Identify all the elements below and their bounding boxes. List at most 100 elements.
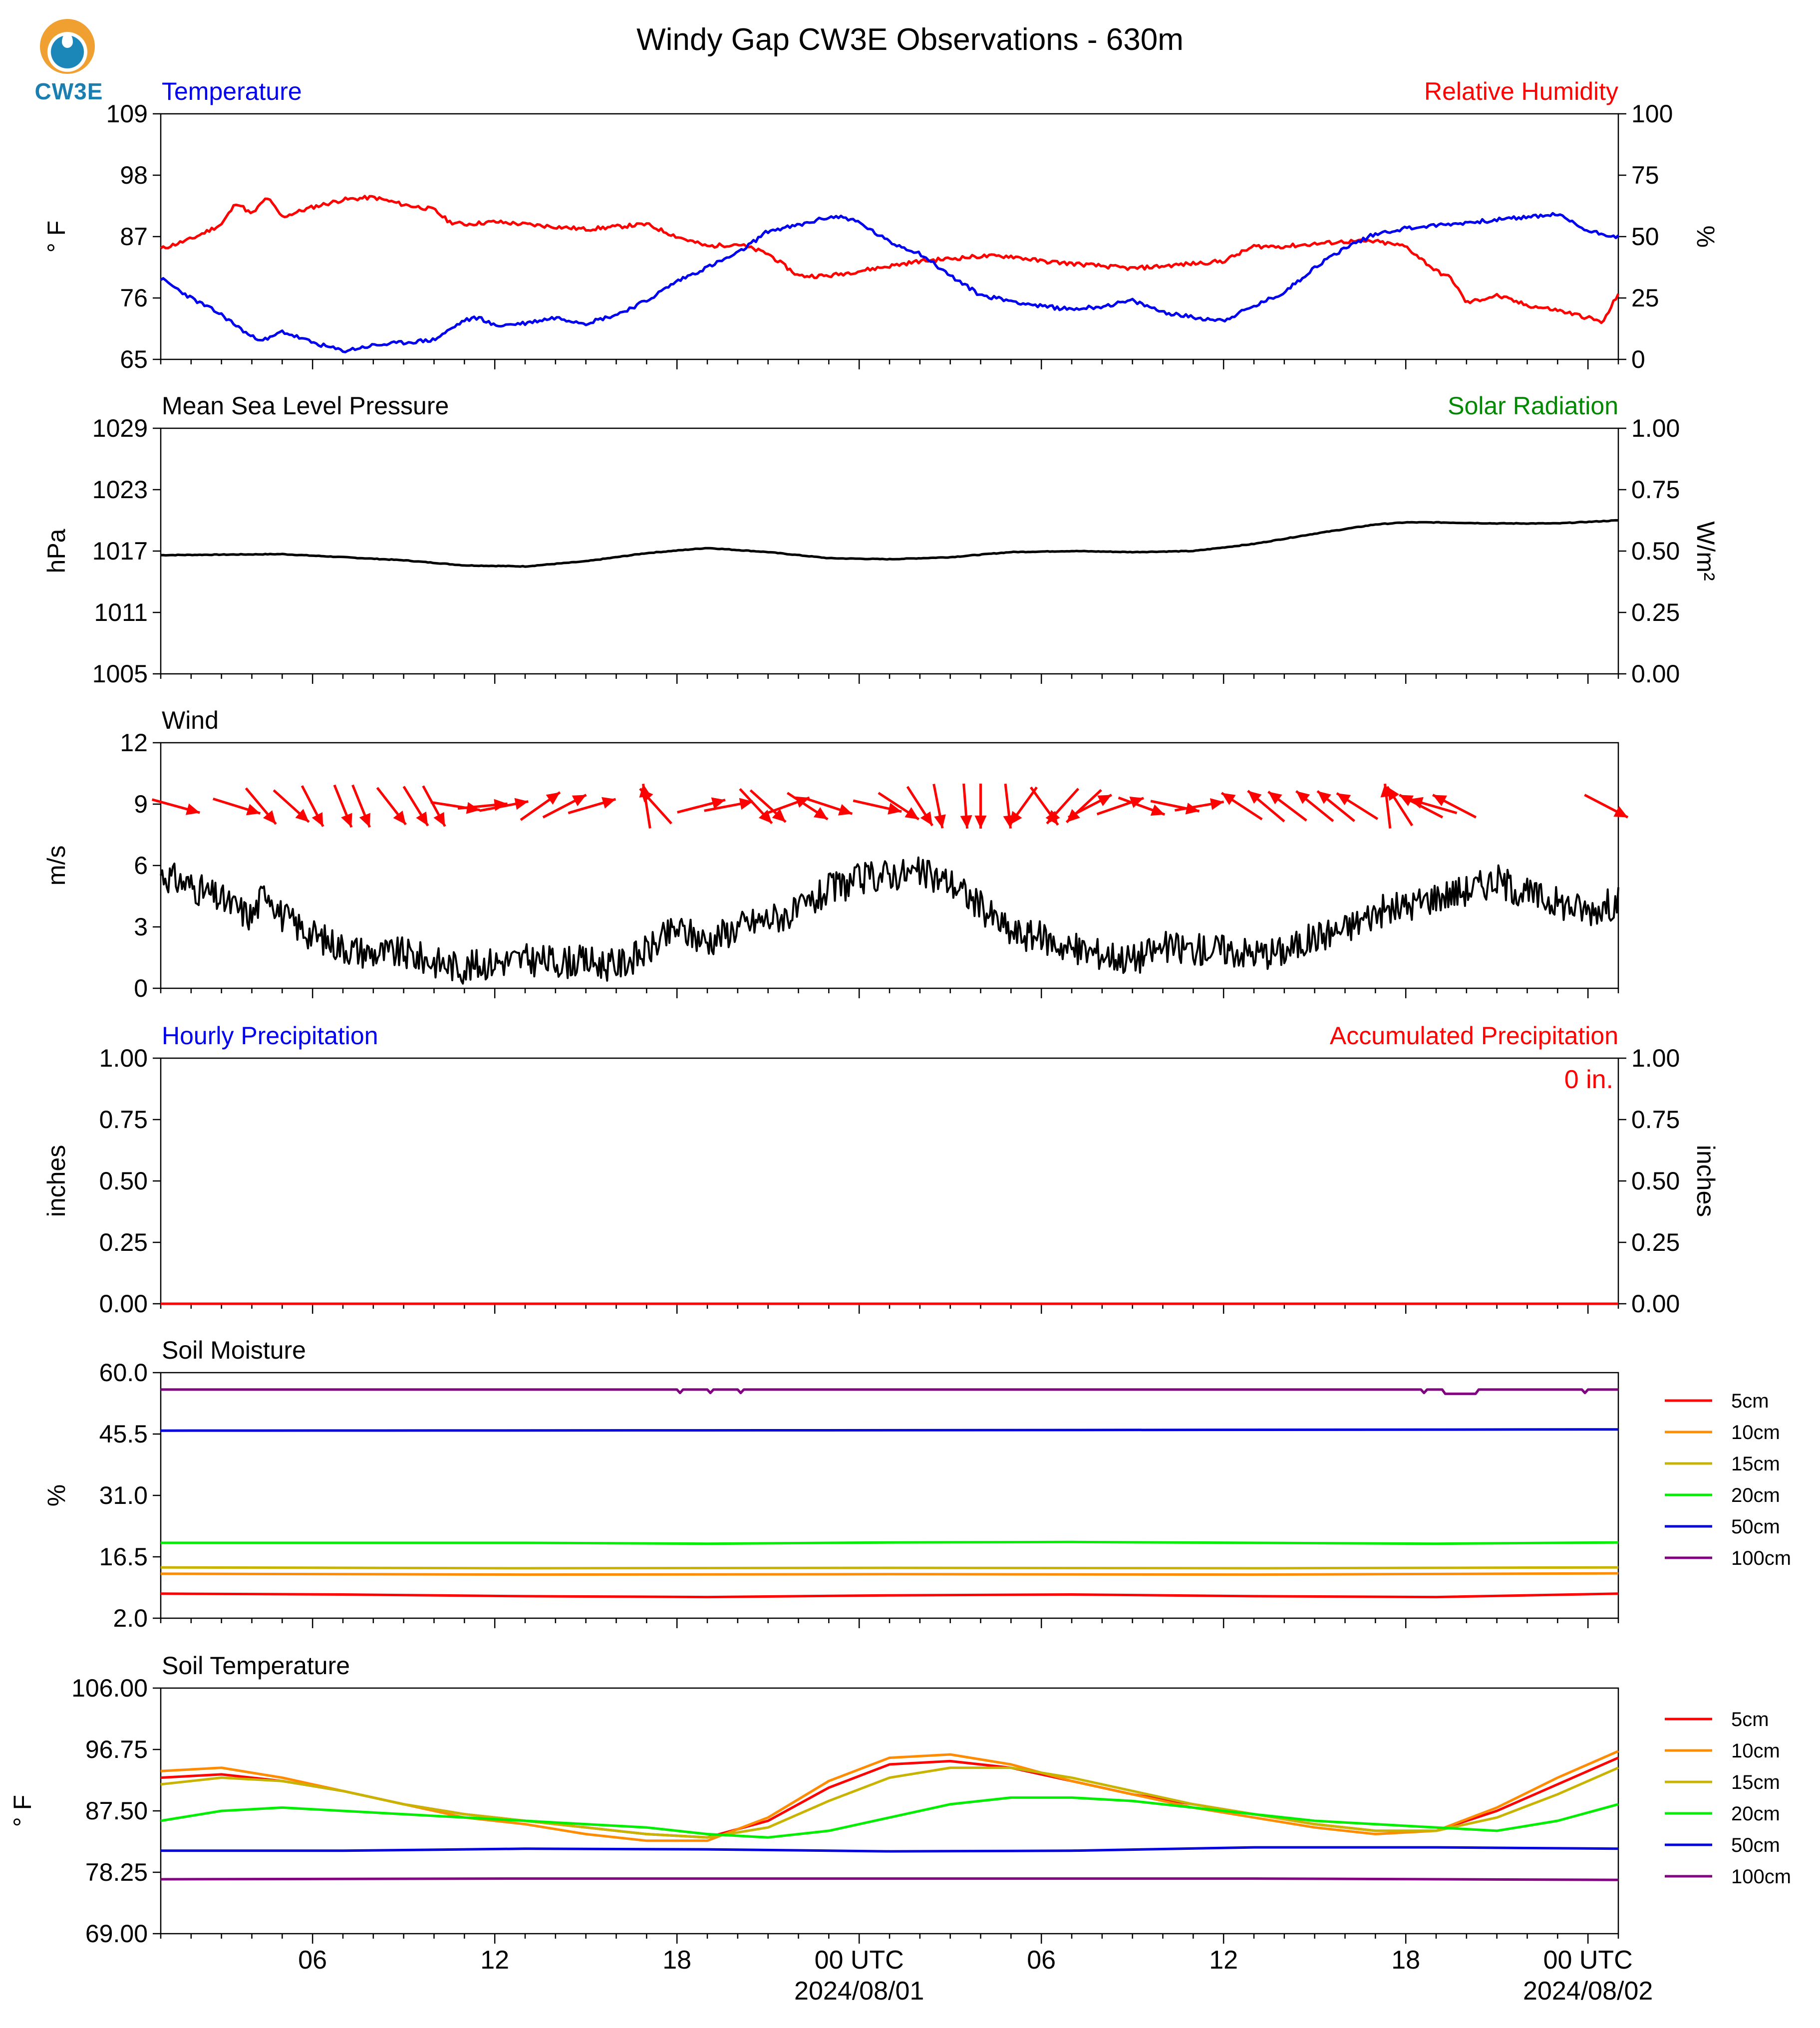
wind-arrow-head bbox=[1221, 793, 1236, 805]
wind-arrow-head bbox=[934, 814, 946, 829]
wind-arrow-head bbox=[1613, 806, 1628, 818]
wind-arrow-head bbox=[311, 812, 323, 827]
y-tick-label: 0.50 bbox=[99, 1167, 148, 1195]
wind-arrow bbox=[520, 791, 561, 821]
wind-arrow bbox=[1046, 788, 1080, 825]
wind-arrow-head bbox=[960, 815, 972, 829]
wind-arrow bbox=[301, 785, 324, 827]
panel-title-right: Accumulated Precipitation bbox=[1330, 1022, 1618, 1050]
y-tick-label: 12 bbox=[120, 729, 148, 757]
x-tick-label: 12 bbox=[1209, 1946, 1238, 1975]
wind-arrow bbox=[213, 797, 261, 816]
y-tick-label: 78.25 bbox=[85, 1858, 148, 1886]
wind-arrow-head bbox=[1210, 798, 1224, 810]
y-tick-label: 2.0 bbox=[113, 1604, 148, 1632]
wind-arrow-head bbox=[433, 812, 445, 827]
wind-arrow bbox=[853, 799, 902, 815]
y-axis-label: % bbox=[42, 1484, 70, 1506]
wind-arrow bbox=[245, 787, 277, 825]
y2-axis-label: % bbox=[1692, 226, 1720, 248]
wind-arrow bbox=[402, 786, 429, 827]
wind-arrow bbox=[479, 798, 529, 812]
wind-arrow-head bbox=[1296, 791, 1310, 804]
y-tick-label: 9 bbox=[134, 790, 148, 818]
series-50cm bbox=[161, 1846, 1619, 1853]
panels: 109 98 87 76 65 100 75 50 25 0 Temperature Relative… bbox=[8, 77, 1791, 2006]
panel-frame bbox=[160, 427, 1619, 675]
wind-arrow bbox=[639, 788, 672, 825]
series-relative-humidity bbox=[160, 195, 1620, 324]
y-tick-label: 0 bbox=[134, 974, 148, 1002]
x-tick-label: 12 bbox=[480, 1946, 509, 1975]
y-tick-label: 76 bbox=[120, 284, 148, 312]
wind-arrow-head bbox=[1047, 810, 1060, 824]
panel-title-left: Soil Moisture bbox=[162, 1336, 306, 1364]
wind-arrow bbox=[1174, 798, 1224, 812]
wind-arrow bbox=[878, 792, 920, 821]
wind-arrow bbox=[273, 789, 310, 823]
wind-arrow-head bbox=[772, 809, 786, 822]
wind-arrow bbox=[568, 797, 616, 815]
wind-arrow bbox=[932, 784, 946, 829]
legend-label: 5cm bbox=[1731, 1390, 1769, 1412]
y-tick-label: 1017 bbox=[92, 537, 148, 565]
y-tick-label: 69.00 bbox=[85, 1920, 148, 1948]
wind-arrow bbox=[906, 786, 933, 827]
wind-arrow-head bbox=[1150, 804, 1165, 816]
panel-wind: 12 9 6 3 0 Wind m/s bbox=[42, 706, 1629, 1002]
panel-title-right: Solar Radiation bbox=[1448, 392, 1618, 420]
wind-arrow bbox=[1096, 797, 1144, 816]
y2-tick-label: 100 bbox=[1631, 100, 1673, 128]
y2-tick-label: 50 bbox=[1631, 223, 1659, 251]
wind-arrow bbox=[1267, 791, 1307, 822]
wind-arrow bbox=[739, 788, 773, 825]
wind-arrow-head bbox=[888, 803, 902, 815]
wind-arrow bbox=[1399, 794, 1444, 819]
wind-arrow-head bbox=[514, 798, 529, 810]
wind-arrow-head bbox=[1268, 792, 1282, 805]
legend-label: 20cm bbox=[1731, 1484, 1780, 1506]
wind-arrow-head bbox=[1336, 793, 1351, 806]
y2-tick-label: 0.50 bbox=[1631, 537, 1680, 565]
panel-soil_temp: 106.00 96.75 87.50 78.25 69.00 Soil Temperatu… bbox=[8, 1652, 1791, 1948]
y2-tick-label: 0.00 bbox=[1631, 660, 1680, 688]
y2-tick-label: 0 bbox=[1631, 345, 1645, 373]
y2-tick-label: 0.50 bbox=[1631, 1167, 1680, 1195]
wind-arrow bbox=[376, 787, 407, 826]
y-tick-label: 0.75 bbox=[99, 1106, 148, 1134]
panel-title-left: Mean Sea Level Pressure bbox=[162, 392, 449, 420]
wind-arrow-head bbox=[1009, 811, 1022, 825]
wind-arrow bbox=[1409, 797, 1458, 815]
wind-arrow bbox=[351, 784, 371, 828]
wind-arrow-head bbox=[393, 810, 406, 825]
y2-tick-label: 0.25 bbox=[1631, 1228, 1680, 1256]
wind-arrow-head bbox=[640, 789, 653, 803]
x-date-label: 2024/08/02 bbox=[1523, 1977, 1653, 2006]
y-tick-label: 1029 bbox=[92, 414, 148, 442]
y-axis-label: m/s bbox=[42, 846, 70, 886]
logo-text: CW3E bbox=[34, 78, 103, 104]
wind-arrow-head bbox=[263, 810, 276, 824]
wind-arrow bbox=[762, 796, 810, 816]
panel-title-left: Temperature bbox=[162, 77, 302, 105]
y-tick-label: 3 bbox=[134, 913, 148, 941]
y2-tick-label: 1.00 bbox=[1631, 414, 1680, 442]
panel-pressure: 1029 1023 1017 1011 1005 1.00 0.75 0.50 0.25 0.00… bbox=[42, 392, 1720, 688]
wind-arrow bbox=[1432, 794, 1477, 819]
y-tick-label: 1005 bbox=[92, 660, 148, 688]
panel-precip: 1.00 0.75 0.50 0.25 0.00 1.00 0.75 0.50 0.25 0.00… bbox=[42, 1022, 1720, 1318]
figure-title: Windy Gap CW3E Observations - 630m bbox=[636, 22, 1184, 57]
legend-label: 5cm bbox=[1731, 1709, 1769, 1731]
series-pressure bbox=[160, 519, 1619, 568]
y2-axis-label: W/m² bbox=[1692, 521, 1720, 580]
wind-arrow bbox=[1584, 794, 1629, 819]
y-tick-label: 16.5 bbox=[99, 1543, 148, 1571]
series-100cm bbox=[160, 1877, 1619, 1881]
x-tick-label: 18 bbox=[662, 1946, 691, 1975]
legend-label: 10cm bbox=[1731, 1740, 1780, 1762]
y-axis-label: hPa bbox=[42, 529, 70, 573]
y-tick-label: 106.00 bbox=[71, 1674, 148, 1702]
wind-arrow bbox=[1336, 792, 1379, 820]
wind-arrow-head bbox=[295, 809, 309, 822]
